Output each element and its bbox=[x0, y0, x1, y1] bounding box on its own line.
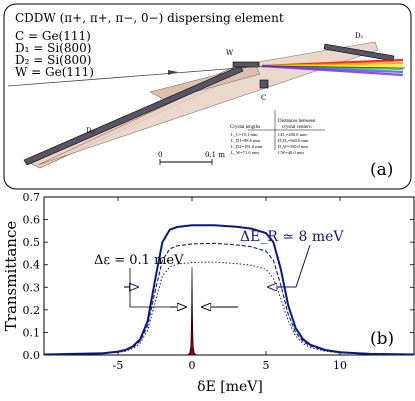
table-col1-row: L_D1=98.6 mm bbox=[231, 138, 261, 143]
x-axis-label: δE [meV] bbox=[197, 379, 263, 395]
y-axis-label: Transmittance bbox=[2, 221, 20, 332]
crystal-w bbox=[232, 61, 260, 68]
parameter-table: Crystal lengths L_C=19.1 mm L_D1=98.6 mm… bbox=[230, 110, 325, 155]
panel-a-tag: (a) bbox=[370, 160, 393, 180]
x-tick-label: 10 bbox=[333, 359, 347, 372]
crystal-def-d2: D₂ = Si(800) bbox=[15, 53, 91, 67]
y-tick-label: 0.6 bbox=[23, 214, 41, 227]
resolution-leader bbox=[129, 268, 174, 308]
table-col1-row: L_C=19.1 mm bbox=[231, 132, 258, 137]
table-col2-row: CD₁=200.0 mm bbox=[278, 132, 307, 137]
annotation-bandwidth: ΔE_R ≃ 8 meV bbox=[124, 229, 344, 287]
y-tick-label: 0.2 bbox=[23, 304, 41, 317]
series-line-solid bbox=[43, 224, 415, 356]
annotation-bandwidth-label: ΔE_R ≃ 8 meV bbox=[240, 229, 344, 245]
crystal-def-d1: D₁ = Si(800) bbox=[15, 41, 91, 55]
table-col2-row: D₁D₂=560.0 mm bbox=[278, 138, 309, 143]
table-col2-header-2: crystal centers: bbox=[282, 125, 312, 130]
y-tick-label: 0.3 bbox=[23, 281, 41, 294]
label-d1: D₁ bbox=[355, 32, 364, 40]
plot-frame bbox=[43, 196, 415, 356]
resolution-peak bbox=[186, 266, 198, 356]
annotation-resolution: Δε = 0.1 meV bbox=[94, 253, 238, 307]
scale-bar-label: 0.1 m bbox=[205, 151, 225, 159]
bandwidth-leader bbox=[268, 244, 311, 288]
y-tick-label: 0.5 bbox=[23, 236, 41, 249]
table-col1-row: L_D2=191.0 mm bbox=[231, 144, 263, 149]
x-tick-label: 0 bbox=[189, 359, 196, 372]
series-line-dashed bbox=[43, 242, 415, 356]
panel-a: CDDW (π+, π+, π−, 0−) dispersing element… bbox=[3, 3, 412, 190]
table-col2-header: Distances between bbox=[278, 119, 316, 124]
scale-bar-zero: 0 bbox=[158, 151, 162, 159]
y-tick-label: 0.7 bbox=[23, 191, 41, 204]
crystal-def-c: C = Ge(111) bbox=[15, 29, 91, 43]
crystal-def-w: W = Ge(111) bbox=[15, 65, 94, 79]
panel-b: 0.0 0.1 0.2 0.3 0.4 0.5 0.6 0.7 -5 0 5 10 ΔE_R ≃ 8… bbox=[2, 191, 415, 395]
label-w: W bbox=[226, 49, 234, 57]
y-tick-label: 0.0 bbox=[23, 349, 41, 362]
x-tick-label: 5 bbox=[263, 359, 270, 372]
y-tick-label: 0.1 bbox=[23, 326, 41, 339]
crystal-d2-hatched bbox=[23, 65, 244, 166]
incident-beam bbox=[7, 65, 266, 87]
label-c: C bbox=[261, 94, 266, 102]
y-axis-ticks: 0.0 0.1 0.2 0.3 0.4 0.5 0.6 0.7 bbox=[23, 191, 414, 362]
incident-beam-arrow bbox=[168, 70, 178, 75]
table-col2-row: CW=40.0 mm bbox=[278, 150, 304, 155]
series-line-dotted bbox=[43, 261, 415, 355]
label-d2: D₂ bbox=[86, 127, 95, 135]
table-col2-row: D₂W=350.0 mm bbox=[278, 144, 308, 149]
output-beam bbox=[261, 65, 406, 69]
table-col1-header: Crystal lengths bbox=[230, 125, 260, 130]
crystal-c bbox=[259, 79, 269, 89]
panel-a-title: CDDW (π+, π+, π−, 0−) dispersing element bbox=[15, 11, 284, 25]
y-tick-label: 0.4 bbox=[23, 259, 41, 272]
x-tick-label: -5 bbox=[113, 359, 124, 372]
scale-bar: 0 0.1 m bbox=[158, 151, 225, 165]
panel-b-tag: (b) bbox=[370, 329, 394, 349]
annotation-resolution-label: Δε = 0.1 meV bbox=[94, 253, 184, 268]
rainbow-ray bbox=[261, 64, 404, 77]
series-layer bbox=[43, 224, 415, 356]
table-col1-row: L_W=71.6 mm bbox=[231, 150, 259, 155]
